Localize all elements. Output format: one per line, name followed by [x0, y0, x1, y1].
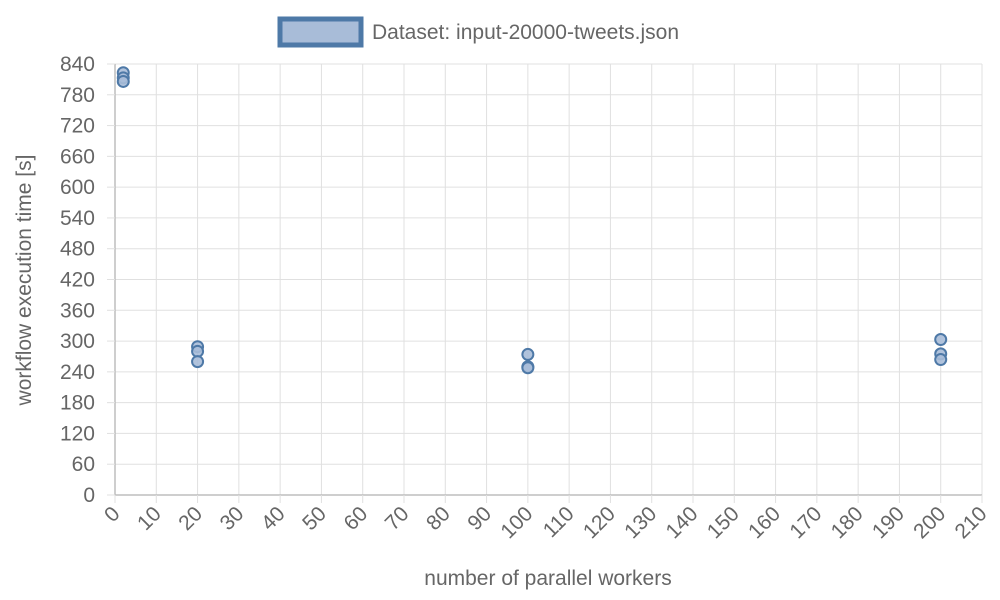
x-tick-label: 200 — [909, 502, 950, 543]
x-tick-label: 160 — [744, 502, 785, 543]
y-tick-label: 420 — [60, 269, 95, 292]
x-tick-label: 190 — [868, 502, 909, 543]
y-tick-label: 480 — [60, 238, 95, 261]
x-tick-label: 140 — [661, 502, 702, 543]
y-tick-label: 720 — [60, 115, 95, 138]
y-tick-label: 840 — [60, 53, 95, 76]
x-tick-label: 20 — [174, 502, 207, 535]
data-point[interactable] — [191, 355, 205, 369]
legend[interactable]: Dataset: input-20000-tweets.json — [277, 16, 679, 48]
x-axis-ticks: 0 10 20 30 40 50 60 70 80 90 100 110 120 130 140 150 160… — [100, 495, 992, 543]
legend-label: Dataset: input-20000-tweets.json — [372, 21, 679, 44]
x-tick-label: 210 — [950, 502, 991, 543]
x-tick-label: 10 — [133, 502, 166, 535]
data-point[interactable] — [934, 333, 948, 347]
y-tick-label: 60 — [72, 453, 95, 476]
y-tick-label: 660 — [60, 145, 95, 168]
y-tick-label: 540 — [60, 207, 95, 230]
legend-swatch — [277, 16, 364, 48]
x-tick-label: 180 — [827, 502, 868, 543]
y-tick-label: 600 — [60, 176, 95, 199]
data-point[interactable] — [521, 347, 535, 361]
data-point[interactable] — [934, 353, 948, 367]
data-point[interactable] — [116, 74, 130, 88]
y-tick-label: 120 — [60, 422, 95, 445]
x-tick-label: 70 — [381, 502, 414, 535]
y-tick-label: 780 — [60, 84, 95, 107]
x-tick-label: 150 — [703, 502, 744, 543]
x-tick-label: 130 — [620, 502, 661, 543]
y-tick-label: 0 — [83, 484, 95, 507]
x-tick-label: 0 — [100, 502, 125, 527]
y-axis-ticks: 0 60 120 180 240 300 360 420 480 540 600 660 720 780 8… — [60, 53, 115, 507]
y-axis-title: workflow execution time [s] — [13, 155, 36, 407]
grid — [115, 63, 983, 495]
data-point[interactable] — [521, 361, 535, 375]
x-tick-label: 80 — [422, 502, 455, 535]
y-tick-label: 300 — [60, 330, 95, 353]
data-points — [116, 66, 948, 375]
x-tick-label: 110 — [539, 502, 579, 542]
x-tick-label: 120 — [579, 502, 620, 543]
x-tick-label: 90 — [463, 502, 496, 535]
x-tick-label: 50 — [298, 502, 331, 535]
x-tick-label: 40 — [257, 502, 290, 535]
x-axis-title: number of parallel workers — [424, 567, 671, 590]
x-tick-label: 60 — [339, 502, 372, 535]
x-tick-label: 170 — [785, 502, 826, 543]
x-tick-label: 100 — [496, 502, 537, 543]
y-tick-label: 180 — [60, 392, 95, 415]
y-tick-label: 360 — [60, 299, 95, 322]
y-tick-label: 240 — [60, 361, 95, 384]
x-tick-label: 30 — [216, 502, 249, 535]
